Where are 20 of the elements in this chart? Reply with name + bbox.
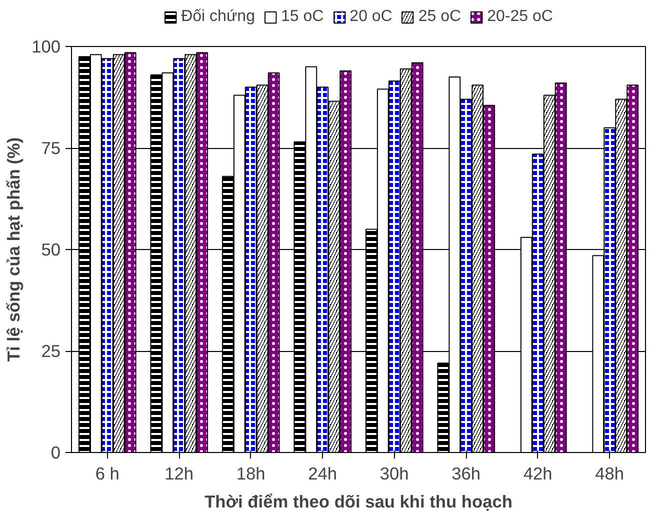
legend-label: 25 oC — [418, 8, 462, 26]
x-axis-title: Thời điểm theo dõi sau khi thu hoạch — [204, 492, 512, 512]
x-tick-label: 12h — [164, 464, 194, 484]
x-tick-label: 42h — [523, 464, 552, 484]
y-tick-label: 50 — [41, 240, 61, 260]
x-tick-label: 48h — [595, 464, 624, 484]
x-tick-label: 30h — [380, 464, 409, 484]
y-tick-label: 0 — [50, 442, 61, 462]
y-tick-label: 25 — [41, 341, 61, 361]
x-tick-label: 18h — [236, 464, 266, 484]
legend-label: 15 oC — [280, 8, 324, 26]
x-tick-label: 36h — [452, 464, 481, 484]
y-tick-label: 100 — [32, 36, 61, 56]
x-tick-label: 24h — [308, 464, 338, 484]
legend-label: 20 oC — [350, 8, 392, 26]
y-axis-title: Tỉ lệ sống của hạt phấn (%) — [4, 137, 24, 362]
x-tick-label: 6 h — [95, 464, 120, 484]
y-tick-label: 75 — [41, 138, 61, 158]
legend-label: Đối chứng — [181, 8, 255, 26]
legend-label: 20-25 oC — [487, 8, 553, 26]
